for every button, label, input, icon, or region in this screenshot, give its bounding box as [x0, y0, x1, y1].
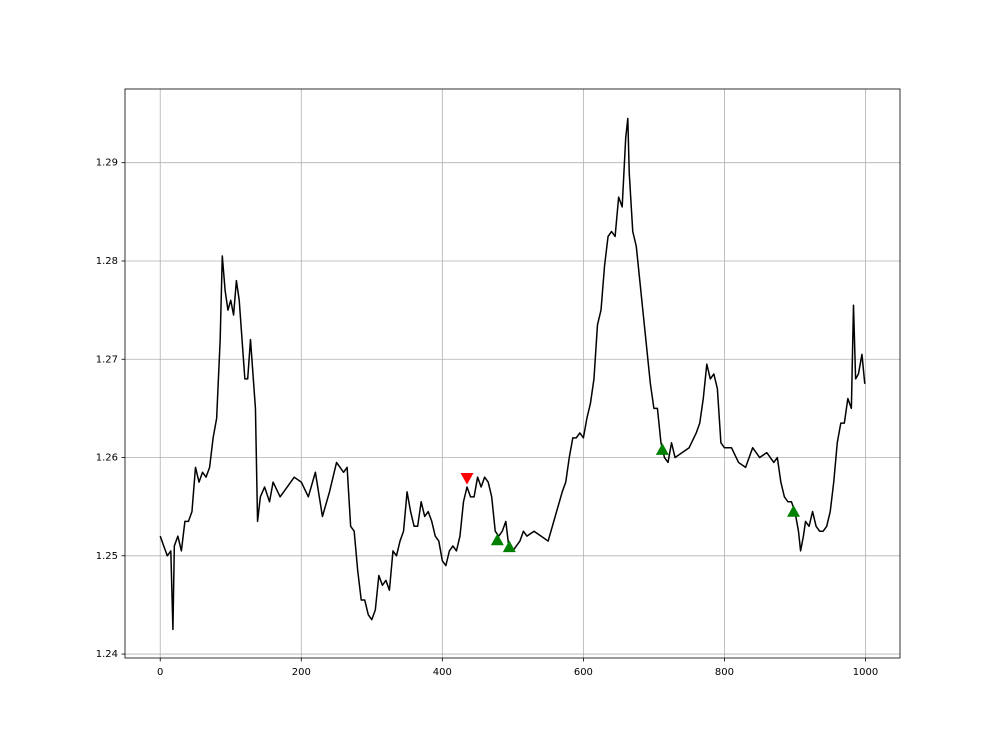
ticks: 0 200 400 600 800 1000 1.24 1.25 1.26 1.27 1.28 1.2…: [96, 158, 878, 678]
price-line: [159, 117, 866, 631]
grid: [125, 89, 900, 658]
y-tick-label: 1.28: [96, 256, 118, 267]
buy-marker: [490, 533, 504, 546]
buy-marker: [655, 443, 669, 455]
x-tick-label: 600: [574, 667, 593, 678]
x-tick-label: 800: [715, 667, 734, 678]
y-tick-label: 1.26: [96, 453, 118, 464]
x-tick-label: 1000: [853, 667, 878, 678]
y-tick-label: 1.25: [96, 551, 118, 562]
axes-frame: [124, 88, 901, 659]
y-tick-label: 1.29: [96, 158, 118, 169]
y-tick-label: 1.27: [96, 354, 118, 365]
plot-area: [159, 117, 866, 631]
x-tick-label: 400: [433, 667, 452, 678]
sell-marker: [460, 472, 474, 485]
x-tick-label: 200: [292, 667, 311, 678]
buy-marker: [502, 540, 516, 553]
y-tick-label: 1.24: [96, 649, 118, 660]
x-tick-label: 0: [157, 667, 163, 678]
buy-marker: [787, 505, 801, 517]
